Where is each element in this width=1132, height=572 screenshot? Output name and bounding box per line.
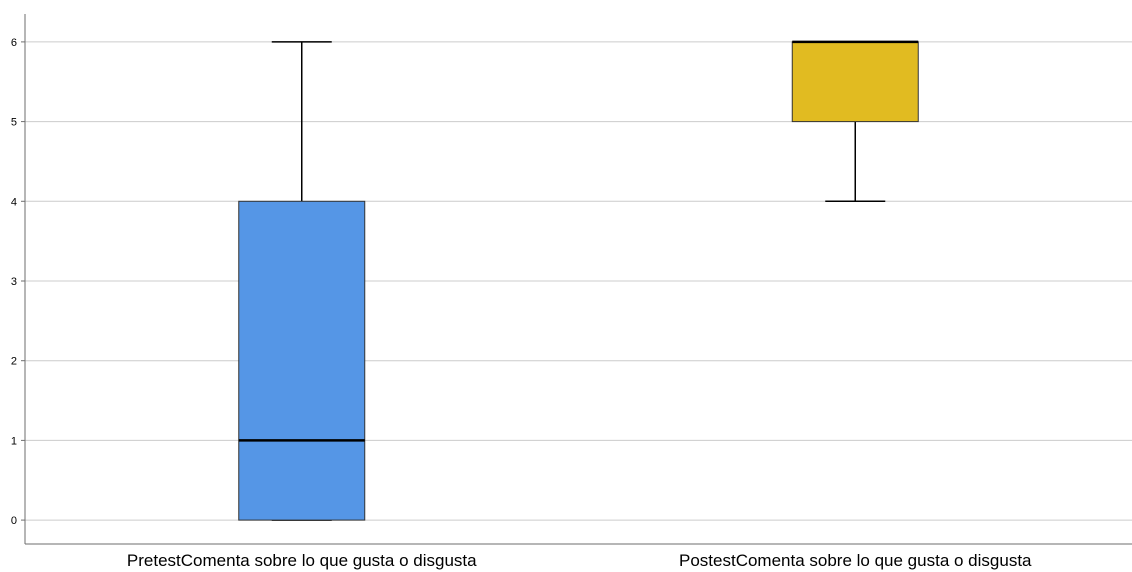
y-tick-label: 5 xyxy=(11,117,17,129)
category-label-2: PostestComenta sobre lo que gusta o disg… xyxy=(679,551,1032,570)
box-layer xyxy=(238,40,919,521)
y-tick-label: 0 xyxy=(11,515,17,527)
y-tick-label: 2 xyxy=(11,356,17,368)
grid-layer xyxy=(25,41,1132,521)
box-group-1 xyxy=(238,41,366,521)
y-tick-label: 6 xyxy=(11,37,17,49)
axis-layer xyxy=(21,14,1132,545)
y-tick-label: 4 xyxy=(11,196,17,208)
box-iqr xyxy=(238,200,366,521)
label-layer: 0 1 2 3 4 5 6 PretestComenta sobre lo que gusta… xyxy=(11,37,1032,570)
y-tick-label: 1 xyxy=(11,435,17,447)
box-group-2 xyxy=(791,40,919,203)
y-tick-label: 3 xyxy=(11,276,17,288)
box-iqr xyxy=(791,41,919,123)
category-label-1: PretestComenta sobre lo que gusta o disg… xyxy=(127,551,477,570)
